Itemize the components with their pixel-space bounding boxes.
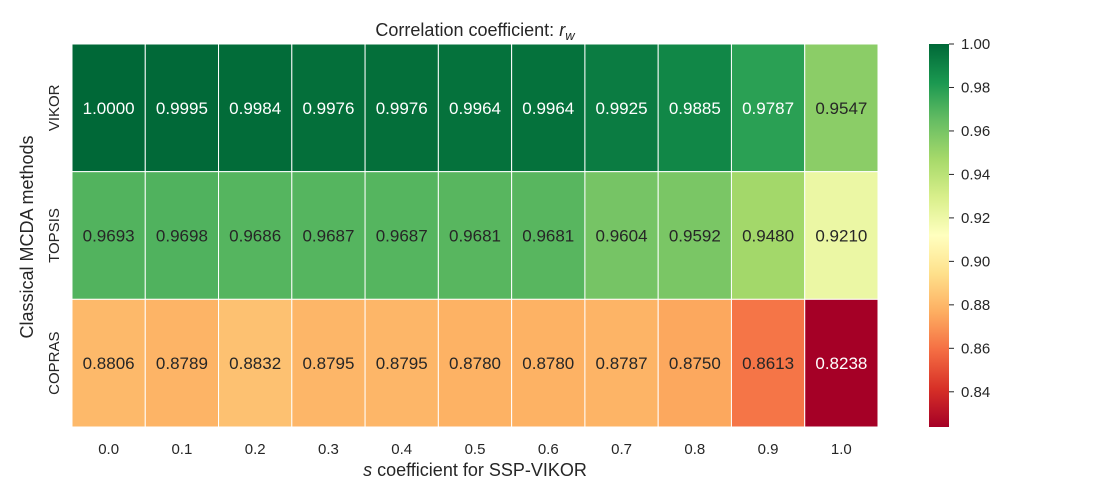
cell-value-label: 0.9693: [83, 227, 135, 246]
colorbar-tick-label: 1.00: [961, 36, 990, 53]
x-tick-labels: 0.0 0.1 0.2 0.3 0.4 0.5 0.6 0.7 0.8 0.9 1.0: [98, 441, 852, 458]
heatmap-cell: [437, 43, 513, 173]
cell-value-label: 0.8795: [302, 354, 354, 373]
cell-value-label: 0.9925: [596, 99, 648, 118]
cell-value-label: 0.9976: [376, 99, 428, 118]
x-tick-label: 0.4: [391, 441, 412, 458]
x-tick-label: 0.1: [171, 441, 192, 458]
y-axis-label: Classical MCDA methods: [17, 135, 37, 338]
cell-value-label: 0.9995: [156, 99, 208, 118]
x-axis-label: s coefficient for SSP-VIKOR: [363, 460, 587, 480]
colorbar-tick-label: 0.88: [961, 297, 990, 314]
heatmap-cell: [584, 171, 659, 300]
colorbar-tick-label: 0.90: [961, 253, 990, 270]
cell-value-label: 0.8795: [376, 354, 428, 373]
cell-value-label: 0.9964: [449, 99, 501, 118]
heatmap-cell: [291, 43, 366, 173]
heatmap-cell: [657, 298, 732, 428]
cell-value-label: 0.9547: [815, 99, 867, 118]
heatmap-cell: [144, 171, 220, 300]
heatmap-cell: [511, 298, 586, 428]
cell-value-label: 0.8787: [596, 354, 648, 373]
heatmap-cell: [730, 43, 806, 173]
heatmap-cell: [218, 171, 293, 300]
heatmap-cell: [437, 298, 513, 428]
x-tick-label: 0.7: [611, 441, 632, 458]
cell-value-label: 0.8238: [815, 354, 867, 373]
y-tick-label: VIKOR: [46, 84, 63, 131]
heatmap-cell: [804, 171, 879, 300]
heatmap-cell: [71, 171, 146, 300]
heatmap-cell: [144, 43, 220, 173]
cell-value-label: 0.8780: [449, 354, 501, 373]
cell-value-label: 0.8780: [522, 354, 574, 373]
colorbar-tick-label: 0.84: [961, 384, 990, 401]
cell-value-label: 0.9964: [522, 99, 574, 118]
cell-value-label: 1.0000: [83, 99, 135, 118]
y-tick-label: COPRAS: [46, 331, 63, 394]
heatmap-cell: [71, 43, 146, 173]
cell-value-label: 0.9976: [302, 99, 354, 118]
cell-value-label: 0.9210: [815, 227, 867, 246]
heatmap-cell: [730, 171, 806, 300]
cell-value-label: 0.8806: [83, 354, 135, 373]
heatmap-cell: [804, 298, 879, 428]
x-tick-label: 0.0: [98, 441, 119, 458]
y-tick-labels: VIKOR TOPSIS COPRAS: [46, 84, 63, 395]
heatmap-cells: 1.0000 0.9995 0.9984 0.9976 0.9976 0.9964 0.99…: [71, 43, 879, 428]
colorbar: [929, 44, 949, 427]
heatmap-cell: [218, 43, 293, 173]
heatmap-cell: [657, 171, 732, 300]
cell-value-label: 0.9698: [156, 227, 208, 246]
cell-value-label: 0.8750: [669, 354, 721, 373]
x-tick-label: 0.5: [465, 441, 486, 458]
colorbar-tick-label: 0.98: [961, 79, 990, 96]
cell-value-label: 0.9604: [596, 227, 648, 246]
x-tick-label: 0.9: [758, 441, 779, 458]
colorbar-tick-label: 0.96: [961, 123, 990, 140]
heatmap-cell: [437, 171, 513, 300]
heatmap-cell: [584, 43, 659, 173]
cell-value-label: 0.9480: [742, 227, 794, 246]
cell-value-label: 0.9687: [376, 227, 428, 246]
cell-value-label: 0.9681: [449, 227, 501, 246]
heatmap-cell: [364, 171, 439, 300]
cell-value-label: 0.9984: [229, 99, 281, 118]
cell-value-label: 0.9592: [669, 227, 721, 246]
cell-value-label: 0.9885: [669, 99, 721, 118]
chart-title: Correlation coefficient: rw: [375, 20, 576, 43]
heatmap-cell: [71, 298, 146, 428]
heatmap-cell: [364, 43, 439, 173]
cell-value-label: 0.9681: [522, 227, 574, 246]
cell-value-label: 0.8832: [229, 354, 281, 373]
x-tick-label: 0.2: [245, 441, 266, 458]
heatmap-cell: [291, 171, 366, 300]
colorbar-ticks: 0.84 0.86 0.88 0.90 0.92 0.94 0.96 0.98 1.00: [949, 36, 990, 401]
colorbar-tick-label: 0.94: [961, 166, 990, 183]
x-tick-label: 1.0: [831, 441, 852, 458]
colorbar-tick-label: 0.86: [961, 340, 990, 357]
cell-value-label: 0.9687: [302, 227, 354, 246]
cell-value-label: 0.9787: [742, 99, 794, 118]
colorbar-tick-label: 0.92: [961, 210, 990, 227]
cell-value-label: 0.9686: [229, 227, 281, 246]
x-tick-label: 0.6: [538, 441, 559, 458]
x-tick-label: 0.8: [684, 441, 705, 458]
heatmap-cell: [218, 298, 293, 428]
heatmap-cell: [364, 298, 439, 428]
cell-value-label: 0.8613: [742, 354, 794, 373]
heatmap-cell: [511, 171, 586, 300]
y-tick-label: TOPSIS: [46, 208, 63, 263]
cell-value-label: 0.8789: [156, 354, 208, 373]
x-tick-label: 0.3: [318, 441, 339, 458]
heatmap-cell: [804, 43, 879, 173]
